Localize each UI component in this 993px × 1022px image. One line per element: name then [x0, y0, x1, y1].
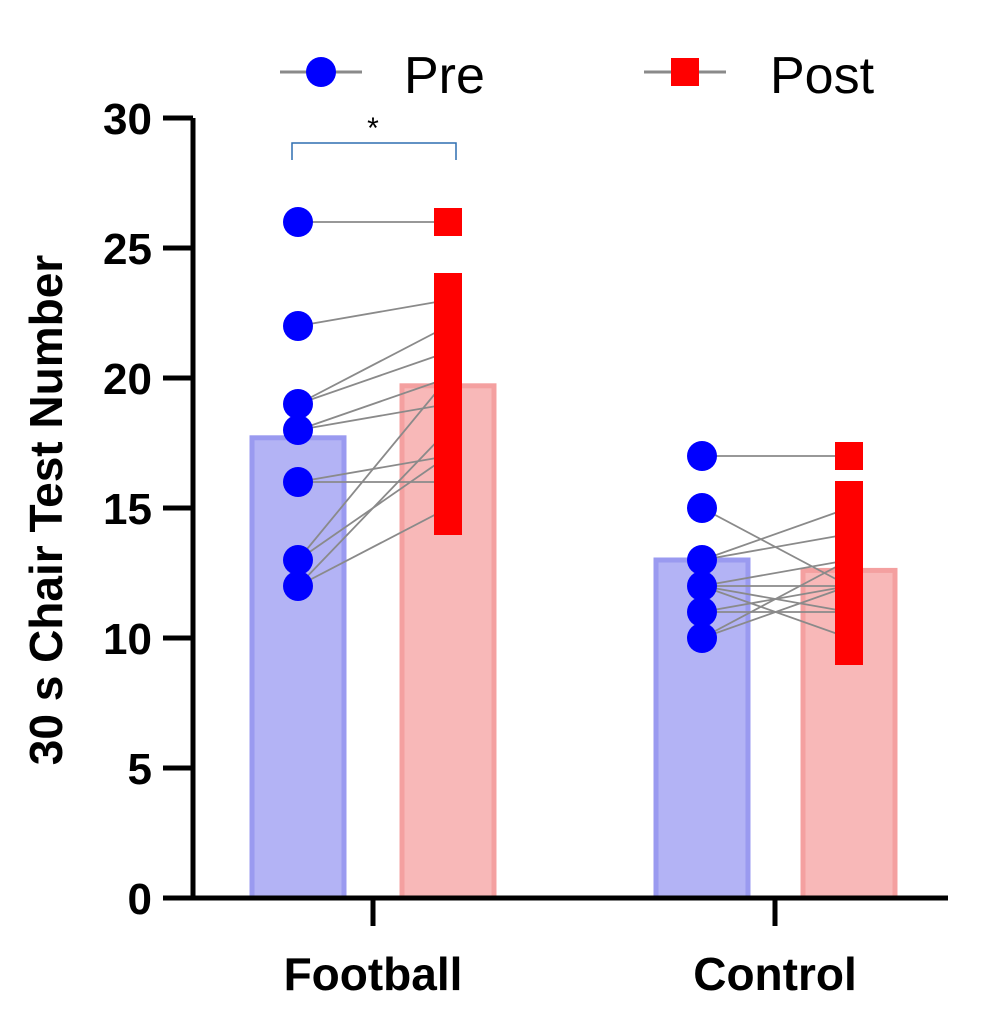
legend-entry-pre: Pre [280, 47, 485, 105]
pair-line [701, 533, 850, 561]
y-tick-label: 5 [128, 745, 152, 794]
x-category-label-football: Football [284, 948, 463, 1000]
y-tick-label: 0 [128, 875, 152, 924]
post-point [434, 208, 462, 236]
post-point [434, 273, 462, 431]
x-category-label-control: Control [693, 948, 857, 1000]
pair-line [297, 299, 449, 327]
post-point [835, 442, 863, 470]
pair-lines [297, 221, 850, 639]
pair-line [297, 377, 449, 431]
pre-point [283, 415, 313, 445]
pair-line [297, 429, 449, 587]
legend-post-label: Post [770, 47, 875, 105]
y-tick-label: 15 [103, 485, 152, 534]
post-point [835, 481, 863, 665]
y-tick-label: 10 [103, 615, 152, 664]
pre-point [687, 441, 717, 471]
pre-point [687, 623, 717, 653]
bars [249, 383, 898, 901]
pre-point [283, 545, 313, 575]
y-tick-label: 30 [103, 95, 152, 144]
significance-bracket: * [291, 112, 457, 160]
pair-line [297, 377, 449, 561]
bar-pre-football [249, 435, 347, 901]
pre-point [687, 597, 717, 627]
y-ticks: 0 5 10 15 20 25 30 [103, 95, 193, 924]
data-points [283, 207, 863, 665]
x-ticks: Football Control [284, 898, 857, 1000]
y-tick-label: 25 [103, 225, 152, 274]
pair-line [297, 351, 449, 405]
pre-point [283, 389, 313, 419]
legend: Pre Post [280, 47, 875, 105]
bracket-line [291, 142, 457, 160]
post-point [434, 429, 462, 535]
pre-point [283, 467, 313, 497]
significance-star: * [367, 112, 379, 145]
legend-post-marker [671, 58, 699, 86]
legend-pre-marker [306, 57, 336, 87]
pair-line [701, 559, 850, 587]
pair-line [701, 507, 850, 561]
pre-point [687, 493, 717, 523]
pair-line [701, 559, 850, 639]
pre-point [283, 571, 313, 601]
pair-line [297, 507, 449, 587]
legend-entry-post: Post [644, 47, 875, 105]
legend-pre-label: Pre [404, 47, 485, 105]
y-axis-title: 30 s Chair Test Number [20, 255, 72, 766]
pre-point [283, 207, 313, 237]
pre-point [687, 571, 717, 601]
y-tick-label: 20 [103, 355, 152, 404]
pre-point [687, 545, 717, 575]
pre-point [283, 311, 313, 341]
pair-line [297, 325, 449, 405]
pair-line [701, 585, 850, 639]
